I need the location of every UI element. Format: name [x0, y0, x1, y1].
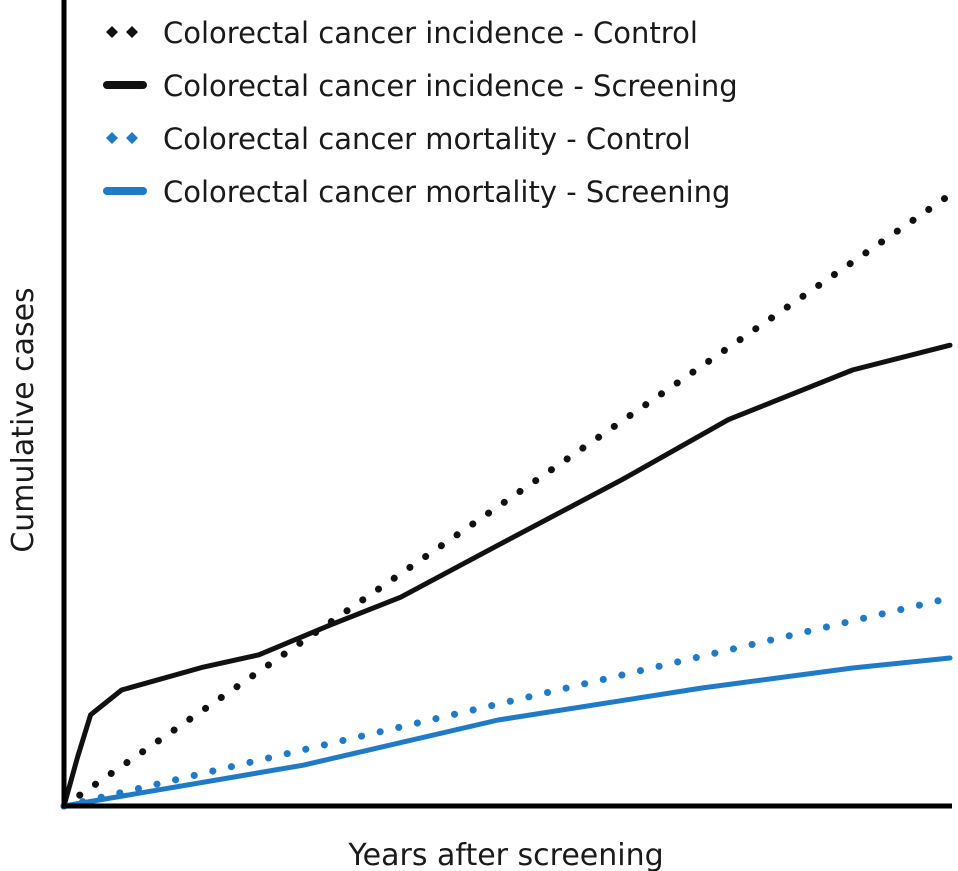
series-layer	[60, 191, 954, 810]
legend-label: Colorectal cancer incidence - Screening	[163, 69, 738, 103]
legend-item-colorectal-cancer-mortality-control: Colorectal cancer mortality - Control	[106, 122, 691, 156]
legend: Colorectal cancer incidence - Control Col…	[103, 16, 738, 209]
y-axis-label: Cumulative cases	[6, 287, 41, 552]
series-line-colorectal-cancer-incidence-control	[60, 191, 954, 810]
legend-item-colorectal-cancer-mortality-screening: Colorectal cancer mortality - Screening	[103, 175, 730, 209]
legend-marker	[106, 132, 138, 144]
legend-label: Colorectal cancer mortality - Control	[163, 122, 691, 156]
legend-label: Colorectal cancer mortality - Screening	[163, 175, 730, 209]
series-line-colorectal-cancer-mortality-screening	[61, 655, 953, 809]
series-line-colorectal-cancer-mortality-control	[60, 594, 954, 810]
legend-item-colorectal-cancer-incidence-screening: Colorectal cancer incidence - Screening	[103, 69, 738, 103]
legend-label: Colorectal cancer incidence - Control	[163, 16, 698, 50]
x-axis-label: Years after screening	[347, 838, 663, 871]
series-line-colorectal-cancer-incidence-screening	[61, 342, 953, 809]
legend-item-colorectal-cancer-incidence-control: Colorectal cancer incidence - Control	[106, 16, 698, 50]
legend-marker	[106, 26, 138, 38]
